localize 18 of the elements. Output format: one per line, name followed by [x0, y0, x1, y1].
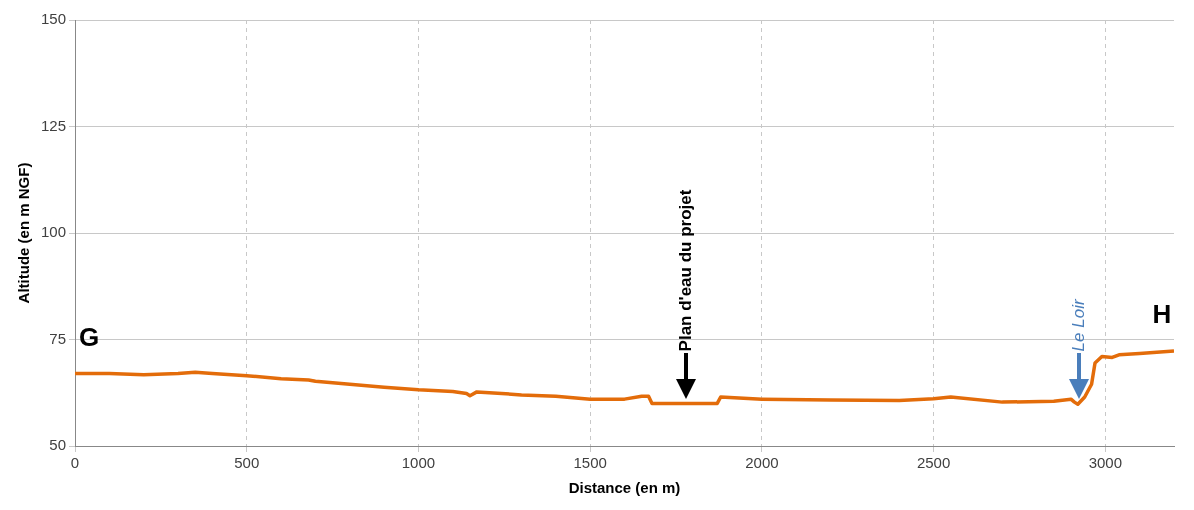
x-tick-label: 0 — [70, 454, 80, 472]
annotation: H — [1152, 299, 1172, 330]
annotation: Le Loir — [1069, 298, 1089, 352]
x-axis-title: Distance (en m) — [568, 479, 681, 497]
x-tick-label: 500 — [234, 454, 260, 472]
x-tick-label: 2500 — [916, 454, 951, 472]
x-tick-label: 3000 — [1088, 454, 1122, 472]
y-tick-label: 75 — [49, 329, 67, 347]
annotation: G — [78, 321, 100, 352]
annotation: Plan d'eau du projet — [675, 189, 695, 352]
x-tick-label: 1500 — [573, 454, 607, 472]
y-tick-label: 50 — [49, 436, 67, 454]
y-tick-label: 150 — [41, 10, 67, 28]
y-tick-label: 100 — [41, 223, 67, 241]
x-tick-label: 1000 — [401, 454, 436, 472]
y-tick-label: 125 — [41, 116, 67, 134]
y-axis-title: Altitude (en m NGF) — [15, 162, 33, 304]
x-tick-label: 2000 — [745, 454, 779, 472]
